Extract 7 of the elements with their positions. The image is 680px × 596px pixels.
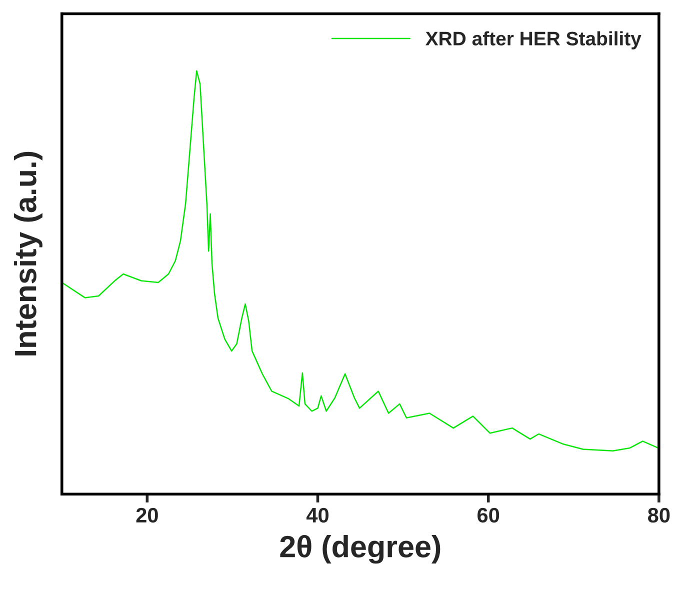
x-tick-label: 60 [478, 508, 500, 523]
legend-label: XRD after HER Stability [426, 31, 642, 50]
y-axis-title: Intensity (a.u.) [14, 152, 42, 356]
x-tick-label: 20 [136, 508, 158, 523]
x-tick-label: 40 [306, 508, 328, 523]
x-tick-label: 80 [648, 508, 670, 523]
x-axis-title: 2θ (degree) [280, 535, 440, 564]
